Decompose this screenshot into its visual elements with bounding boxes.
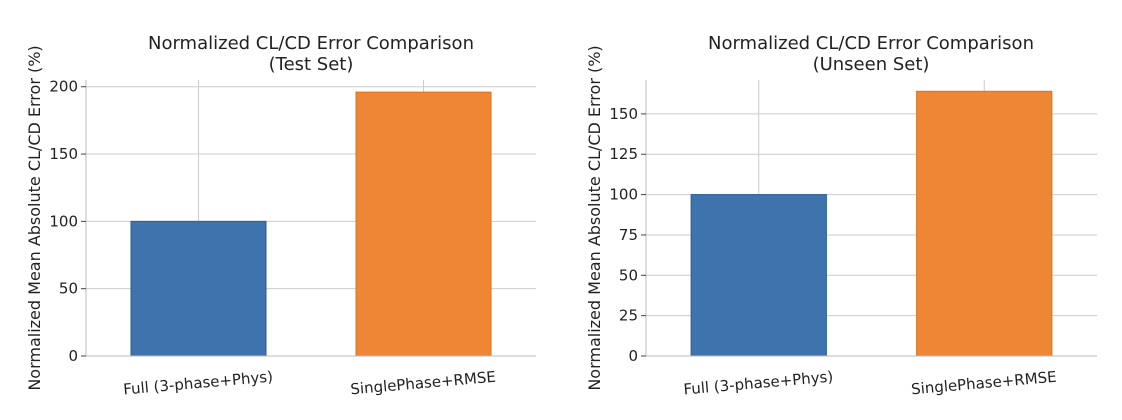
chart-subtitle: (Unseen Set) <box>813 54 930 75</box>
y-tick-label: 25 <box>619 307 638 325</box>
bar-full-3-phase-phys <box>130 220 267 357</box>
y-tick-label: 200 <box>49 78 78 96</box>
x-tick-label: SinglePhase+RMSE <box>910 368 1057 399</box>
chart-subtitle: (Test Set) <box>269 54 354 75</box>
y-tick-label: 0 <box>628 347 638 365</box>
y-tick-label: 100 <box>609 186 638 204</box>
unseen-set-chart: 0 25 50 75 100 125 150 Full (3-phase+Phys) Singl… <box>585 33 1097 399</box>
x-tick-label: SinglePhase+RMSE <box>350 368 497 399</box>
y-axis-label: Normalized Mean Absolute CL/CD Error (%) <box>25 45 44 390</box>
x-tick-label: Full (3-phase+Phys) <box>122 368 273 399</box>
y-tick-label: 150 <box>609 105 638 123</box>
y-tick-label: 50 <box>59 280 78 298</box>
bar-singlephase-rmse <box>916 90 1053 357</box>
y-tick-label: 0 <box>68 347 78 365</box>
test-set-chart: 0 50 100 150 200 Full (3-phase+Phys) SinglePha… <box>25 33 536 399</box>
bar-singlephase-rmse <box>355 91 492 357</box>
y-tick-label: 75 <box>619 226 638 244</box>
y-tick-label: 125 <box>609 145 638 163</box>
x-tick-label: Full (3-phase+Phys) <box>683 368 834 399</box>
bar-full-3-phase-phys <box>690 194 827 357</box>
chart-title: Normalized CL/CD Error Comparison <box>708 33 1034 54</box>
y-axis-label: Normalized Mean Absolute CL/CD Error (%) <box>585 45 604 390</box>
y-tick-label: 50 <box>619 266 638 284</box>
y-tick-label: 100 <box>49 212 78 230</box>
y-tick-label: 150 <box>49 145 78 163</box>
chart-title: Normalized CL/CD Error Comparison <box>148 33 474 54</box>
